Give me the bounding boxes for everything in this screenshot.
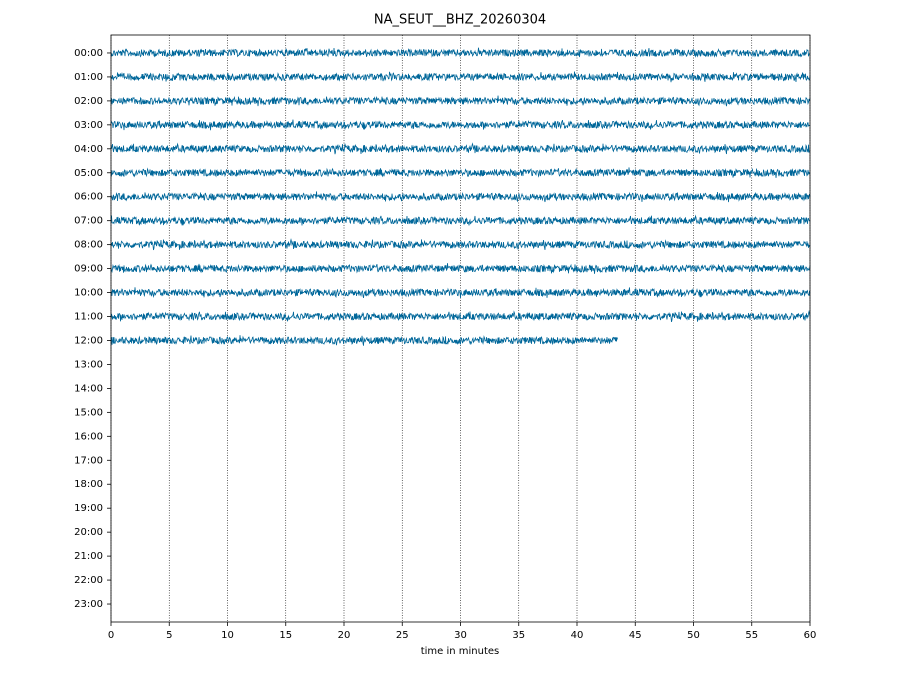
x-tick-label: 30: [454, 630, 467, 641]
y-tick-label: 00:00: [74, 48, 103, 59]
trace: [110, 119, 811, 131]
trace: [110, 47, 811, 58]
y-tick-label: 01:00: [74, 72, 103, 83]
y-tick-label: 05:00: [74, 168, 103, 179]
y-tick-label: 09:00: [74, 264, 103, 275]
plot-frame: [110, 34, 811, 623]
trace: [110, 191, 811, 203]
y-tick-label: 18:00: [74, 479, 103, 490]
y-tick-label: 20:00: [74, 527, 103, 538]
trace: [110, 263, 811, 274]
trace: [110, 287, 811, 299]
y-tick-label: 19:00: [74, 503, 103, 514]
y-tick-label: 11:00: [74, 312, 103, 323]
x-tick-label: 50: [687, 630, 700, 641]
y-tick-label: 08:00: [74, 240, 103, 251]
y-tick-label: 07:00: [74, 216, 103, 227]
x-tick-label: 15: [279, 630, 292, 641]
y-tick-label: 03:00: [74, 120, 103, 131]
x-tick-label: 20: [338, 630, 351, 641]
trace: [110, 95, 811, 107]
x-tick-label: 10: [221, 630, 234, 641]
x-tick-label: 5: [166, 630, 172, 641]
y-tick-label: 22:00: [74, 575, 103, 586]
x-tick-label: 60: [804, 630, 817, 641]
trace: [110, 335, 618, 346]
trace: [110, 214, 811, 226]
y-tick-label: 10:00: [74, 288, 103, 299]
y-tick-label: 14:00: [74, 383, 103, 394]
x-tick-label: 0: [108, 630, 114, 641]
x-tick-label: 55: [745, 630, 758, 641]
x-tick-label: 45: [629, 630, 642, 641]
y-tick-label: 16:00: [74, 431, 103, 442]
y-tick-label: 12:00: [74, 335, 103, 346]
y-tick-label: 15:00: [74, 407, 103, 418]
y-tick-label: 17:00: [74, 455, 103, 466]
x-tick-label: 40: [571, 630, 584, 641]
y-tick-label: 04:00: [74, 144, 103, 155]
trace: [110, 167, 811, 178]
trace: [110, 309, 811, 322]
trace: [110, 71, 811, 83]
y-tick-label: 06:00: [74, 192, 103, 203]
y-tick-label: 21:00: [74, 551, 103, 562]
x-tick-label: 35: [512, 630, 525, 641]
trace: [110, 238, 811, 251]
x-tick-label: 25: [396, 630, 409, 641]
x-axis-label: time in minutes: [421, 646, 500, 657]
y-tick-label: 13:00: [74, 359, 103, 370]
trace: [110, 142, 811, 155]
y-tick-label: 23:00: [74, 599, 103, 610]
chart-title: NA_SEUT__BHZ_20260304: [374, 13, 546, 28]
y-tick-label: 02:00: [74, 96, 103, 107]
